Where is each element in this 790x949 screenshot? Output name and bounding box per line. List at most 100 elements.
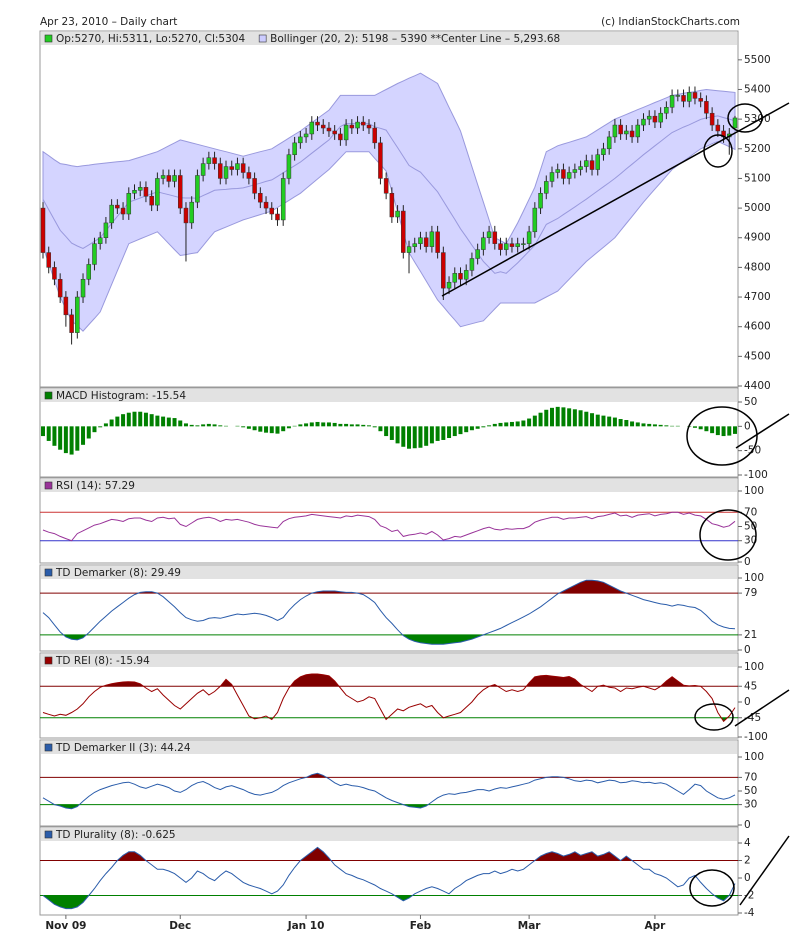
histogram-bar — [86, 426, 91, 439]
candle-body — [475, 249, 480, 259]
y-tick-label: 50 — [744, 785, 757, 797]
candle-body — [75, 296, 80, 333]
indicator-line — [42, 673, 736, 723]
histogram-bar — [641, 423, 646, 427]
candle-body — [521, 243, 526, 245]
histogram-bar — [275, 426, 280, 434]
y-tick-label: 4400 — [744, 380, 771, 392]
candle-body — [366, 124, 372, 129]
histogram-bar — [115, 416, 120, 427]
histogram-bar — [378, 426, 383, 432]
histogram-bar — [258, 426, 263, 432]
histogram-bar — [355, 424, 360, 427]
annotation-circle — [694, 703, 734, 731]
y-tick-label: 0 — [744, 556, 751, 568]
candle-body — [618, 124, 623, 135]
candle-body — [692, 92, 698, 99]
level-fill — [43, 580, 735, 594]
histogram-bar — [349, 424, 354, 427]
histogram-bar — [527, 418, 532, 427]
indicator-line — [42, 579, 736, 645]
candle-body — [658, 112, 663, 123]
x-tick-label: Jan 10 — [287, 920, 325, 932]
candle-body — [641, 118, 646, 126]
candle-body — [566, 172, 572, 179]
histogram-bar — [389, 426, 394, 440]
legend-swatch — [44, 568, 53, 577]
histogram-bar — [132, 411, 137, 427]
candle-body — [704, 101, 709, 114]
candle-body — [86, 264, 92, 280]
histogram-bar — [143, 412, 148, 427]
candle-body — [258, 193, 263, 203]
histogram-bar — [92, 426, 97, 433]
legend-swatch — [44, 830, 53, 839]
legend-bar — [41, 479, 737, 492]
candle-body — [57, 279, 63, 298]
candle-body — [446, 281, 452, 289]
histogram-bar — [647, 423, 652, 427]
candle-body — [395, 210, 400, 218]
y-tick-label: 4800 — [744, 261, 771, 273]
histogram-bar — [590, 413, 595, 427]
histogram-bar — [595, 414, 600, 427]
histogram-bar — [241, 426, 246, 428]
histogram-bar — [269, 426, 274, 434]
candle-body — [160, 175, 166, 179]
y-tick-label: 50 — [744, 521, 757, 533]
annotation-circle — [727, 103, 763, 133]
candle-body — [103, 222, 109, 238]
y-tick-label: 100 — [744, 661, 764, 673]
y-tick-label: 100 — [744, 751, 764, 763]
candle-body — [378, 142, 383, 179]
candle-body — [669, 95, 675, 108]
indicator-line — [42, 846, 736, 910]
histogram-bar — [384, 426, 389, 437]
candle-body — [206, 157, 212, 164]
candle-body — [315, 121, 320, 126]
histogram-bar — [584, 411, 589, 427]
annotation-line — [734, 689, 790, 727]
candle-body — [132, 190, 137, 194]
x-tick-label: Dec — [169, 920, 191, 932]
histogram-bar — [504, 422, 509, 427]
y-tick-label: 45 — [744, 680, 757, 692]
histogram-bar — [338, 423, 343, 427]
candle-body — [646, 115, 652, 120]
histogram-bar — [286, 426, 291, 429]
legend-label: RSI (14): 57.29 — [56, 480, 135, 492]
histogram-bar — [652, 424, 657, 427]
histogram-bar — [532, 415, 537, 427]
candle-body — [349, 124, 355, 129]
legend-label: TD Plurality (8): -0.625 — [55, 829, 176, 841]
annotation-line — [739, 835, 790, 906]
candle-body — [246, 172, 252, 179]
candle-body — [429, 231, 435, 247]
candle-body — [589, 160, 595, 170]
histogram-bar — [326, 422, 331, 427]
y-tick-label: 0 — [744, 644, 751, 656]
histogram-bar — [424, 426, 429, 446]
legend-bar — [41, 566, 737, 579]
candle-body — [166, 175, 172, 182]
x-tick-label: Apr — [645, 920, 667, 932]
legend-label: MACD Histogram: -15.54 — [56, 390, 186, 402]
histogram-bar — [464, 426, 469, 433]
candle-body — [681, 95, 686, 102]
candle-body — [686, 92, 692, 102]
legend-bar — [41, 741, 737, 754]
histogram-bar — [281, 426, 286, 432]
panels: 4400450046004700480049005000510052005300… — [39, 30, 771, 932]
x-tick-label: Nov 09 — [45, 920, 86, 932]
histogram-bar — [321, 422, 326, 427]
histogram-bar — [601, 415, 606, 427]
candle-body — [172, 175, 177, 182]
candle-body — [109, 204, 114, 224]
y-tick-label: -100 — [744, 469, 768, 481]
candle-body — [303, 133, 309, 138]
histogram-bar — [555, 406, 560, 427]
candle-body — [338, 133, 343, 141]
candle-body — [275, 213, 280, 221]
histogram-bar — [195, 425, 200, 427]
